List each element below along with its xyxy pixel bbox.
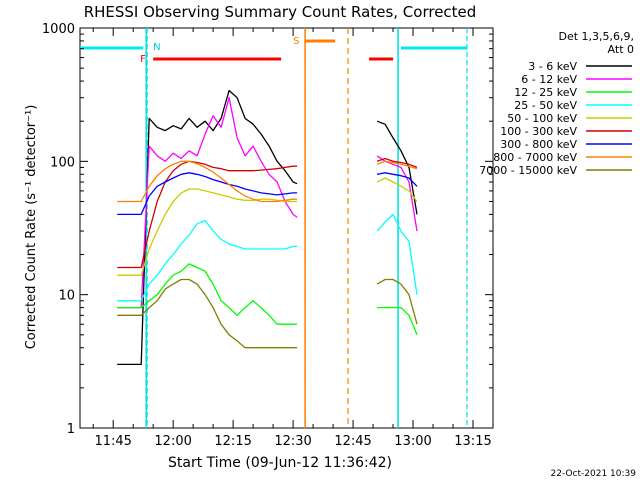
legend-entry-label: 100 - 300 keV — [500, 125, 577, 138]
legend-entry-label: 6 - 12 keV — [521, 73, 577, 86]
series-line-5 — [117, 188, 298, 276]
y-axis-label: Corrected Count Rate (s⁻¹ detector⁻¹) — [24, 105, 39, 350]
legend-entry-label: 7000 - 15000 keV — [479, 164, 577, 177]
axes: 1 10 100 1000 11:45 12:00 12:15 12:30 12:45 13:00… — [42, 22, 494, 449]
saa-label: S — [293, 36, 299, 47]
series-line-1 — [376, 120, 418, 215]
series-group — [117, 89, 418, 366]
series-line-9 — [117, 278, 298, 349]
series-line-8 — [117, 160, 298, 203]
series-line-3 — [117, 263, 298, 325]
x-tick-label: 12:00 — [154, 434, 191, 449]
series-line-6 — [117, 160, 298, 269]
series-line-7 — [117, 172, 298, 216]
legend-entry-label: 300 - 800 keV — [500, 138, 577, 151]
x-tick-label: 12:45 — [334, 434, 371, 449]
annotations: N S F — [80, 28, 468, 428]
series-line-4 — [117, 219, 298, 302]
series-line-2 — [376, 155, 418, 232]
x-tick-label: 13:00 — [394, 434, 431, 449]
legend-header: Att 0 — [608, 43, 634, 56]
legend-entry-label: 800 - 7000 keV — [493, 151, 577, 164]
flare-label: F — [140, 54, 146, 65]
series-line-4 — [376, 213, 418, 295]
y-tick-label: 1 — [67, 422, 75, 437]
chart-title: RHESSI Observing Summary Count Rates, Co… — [84, 3, 477, 21]
night-label: N — [153, 42, 160, 53]
x-axis-label: Start Time (09-Jun-12 11:36:42) — [168, 455, 392, 471]
x-tick-label: 13:15 — [454, 434, 491, 449]
footer-date: 22-Oct-2021 10:39 — [551, 469, 637, 479]
series-line-7 — [376, 172, 418, 187]
series-line-2 — [117, 97, 298, 309]
series-line-8 — [376, 160, 418, 170]
series-line-1 — [117, 89, 298, 366]
legend-entry-label: 25 - 50 keV — [514, 99, 577, 112]
series-line-3 — [377, 306, 418, 336]
x-tick-label: 12:15 — [214, 434, 251, 449]
series-line-6 — [376, 157, 418, 169]
plot-frame — [79, 27, 494, 429]
legend-entry-label: 50 - 100 keV — [507, 112, 577, 125]
series-line-9 — [376, 278, 418, 325]
x-tick-label: 11:45 — [94, 434, 131, 449]
y-tick-label: 10 — [58, 289, 75, 304]
series-line-5 — [376, 177, 418, 202]
y-tick-label: 1000 — [42, 22, 75, 37]
legend-entry-label: 12 - 25 keV — [514, 86, 577, 99]
legend-entry-label: 3 - 6 keV — [528, 60, 577, 73]
x-tick-label: 12:30 — [274, 434, 311, 449]
legend-header: Det 1,3,5,6,9, — [558, 30, 634, 43]
y-tick-label: 100 — [50, 155, 75, 170]
plot-area — [79, 27, 494, 429]
